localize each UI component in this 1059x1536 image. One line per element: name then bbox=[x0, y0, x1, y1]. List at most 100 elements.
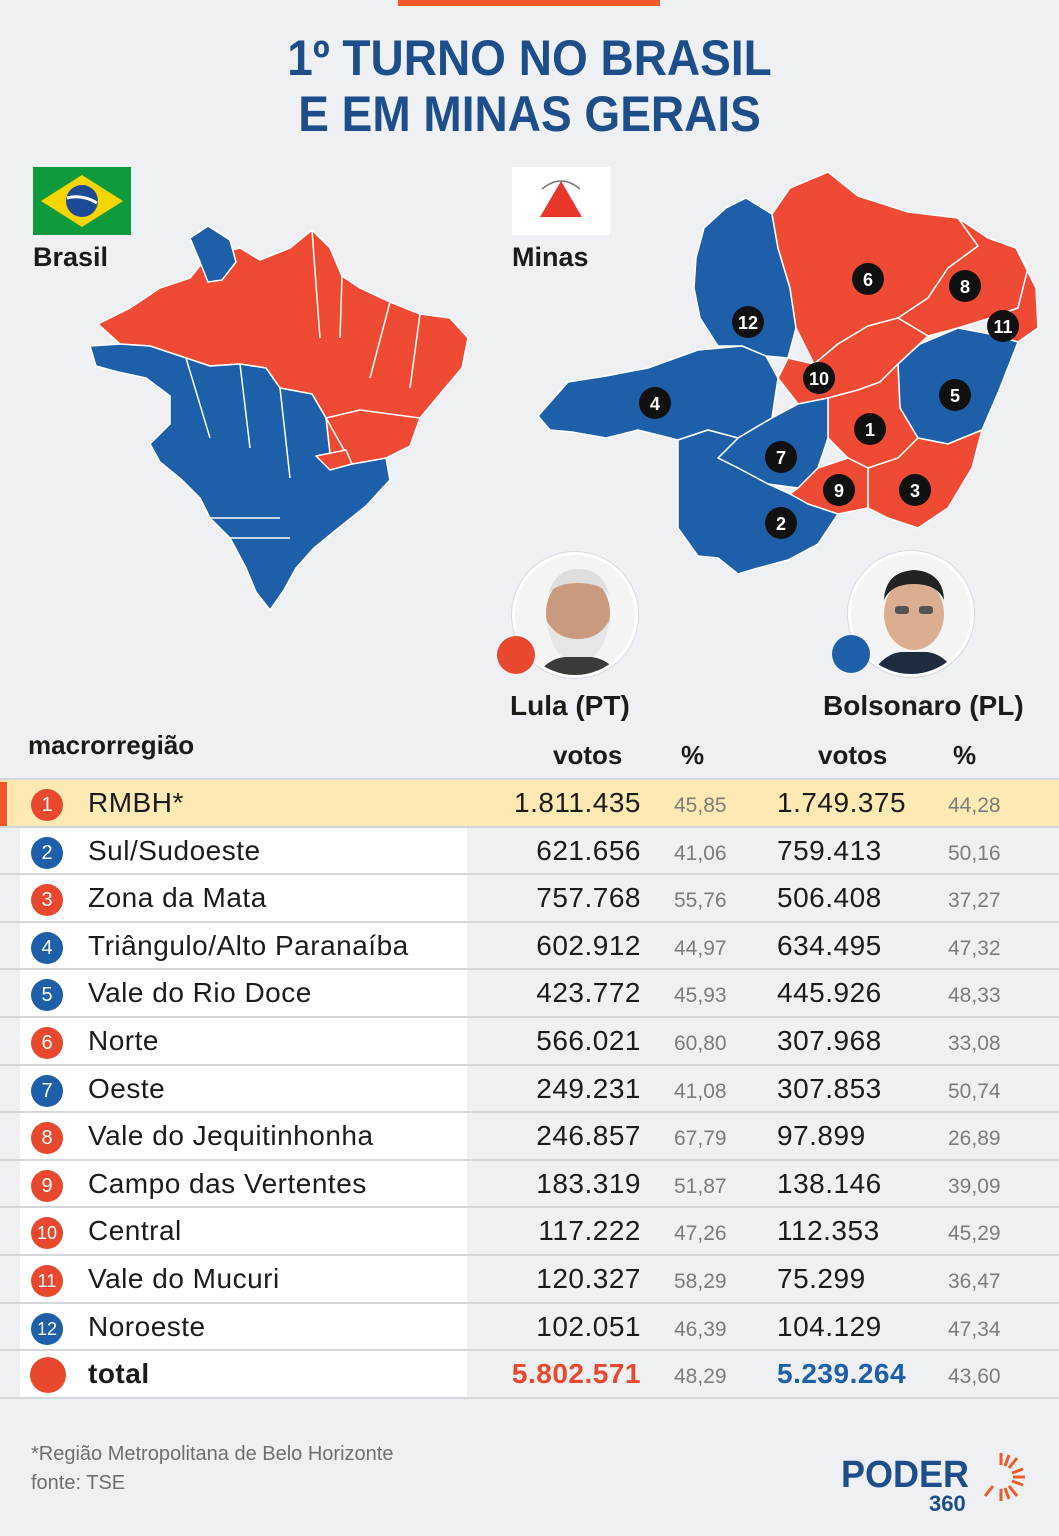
region-badge: 9 bbox=[31, 1169, 63, 1202]
lula-pct: 45,85 bbox=[674, 794, 727, 817]
minas-region-2 bbox=[677, 429, 839, 575]
lula-total-votes: 5.802.571 bbox=[511, 1358, 641, 1390]
minas-marker-12: 12 bbox=[732, 306, 764, 338]
bolsonaro-votes: 307.968 bbox=[777, 1024, 882, 1056]
bolsonaro-pct: 33,08 bbox=[948, 1031, 1001, 1055]
region-badge: 4 bbox=[31, 931, 63, 964]
region-name: Central bbox=[88, 1215, 182, 1247]
bolsonaro-total-votes: 5.239.264 bbox=[777, 1358, 907, 1390]
minas-marker-1: 1 bbox=[854, 413, 886, 445]
region-name: Sul/Sudoeste bbox=[88, 834, 261, 866]
svg-text:2: 2 bbox=[776, 514, 786, 534]
table-row: 9 Campo das Vertentes 183.319 51,87 138.… bbox=[0, 1160, 1059, 1209]
region-name: Norte bbox=[88, 1024, 159, 1056]
region-name: Campo das Vertentes bbox=[88, 1167, 367, 1199]
bolsonaro-total-pct: 43,60 bbox=[948, 1365, 1001, 1389]
table-row: 12 Noroeste 102.051 46,39 104.129 47,34 bbox=[0, 1303, 1059, 1352]
table-row: 5 Vale do Rio Doce 423.772 45,93 445.926… bbox=[0, 970, 1059, 1018]
source-text: fonte: TSE bbox=[31, 1472, 126, 1494]
svg-text:3: 3 bbox=[910, 481, 920, 501]
lula-color-dot bbox=[497, 636, 535, 674]
svg-text:360: 360 bbox=[929, 1491, 966, 1515]
minas-marker-2: 2 bbox=[765, 507, 797, 539]
table-row: 7 Oeste 249.231 41,08 307.853 50,74 bbox=[0, 1065, 1059, 1114]
region-name: Noroeste bbox=[88, 1310, 206, 1342]
minas-marker-11: 11 bbox=[987, 310, 1019, 342]
lula-pct: 45,93 bbox=[674, 984, 727, 1008]
brazil-state-roraima bbox=[189, 225, 237, 283]
region-name: Vale do Mucuri bbox=[88, 1262, 280, 1294]
total-badge bbox=[30, 1357, 66, 1394]
lula-votes: 602.912 bbox=[536, 929, 641, 961]
svg-text:10: 10 bbox=[809, 369, 829, 389]
brazil-flag-icon bbox=[33, 167, 131, 235]
bolsonaro-votes: 104.129 bbox=[777, 1310, 882, 1342]
bolsonaro-votes: 138.146 bbox=[777, 1167, 882, 1199]
bolsonaro-pct: 37,27 bbox=[948, 889, 1001, 913]
table-row: 2 Sul/Sudoeste 621.656 41,06 759.413 50,… bbox=[0, 827, 1059, 876]
lula-votes: 120.327 bbox=[536, 1262, 641, 1294]
bolsonaro-votes: 445.926 bbox=[777, 977, 882, 1009]
lula-pct: 47,26 bbox=[674, 1222, 727, 1246]
bolsonaro-pct: 44,28 bbox=[948, 794, 1001, 817]
lula-pct: 41,06 bbox=[674, 841, 727, 865]
region-badge: 7 bbox=[31, 1074, 63, 1107]
svg-text:11: 11 bbox=[993, 317, 1012, 337]
minas-marker-4: 4 bbox=[639, 387, 671, 419]
svg-text:8: 8 bbox=[960, 277, 970, 297]
bolsonaro-votes: 307.853 bbox=[777, 1072, 882, 1104]
lula-candidate-name: Lula (PT) bbox=[510, 690, 630, 721]
bolsonaro-color-dot bbox=[832, 635, 870, 673]
region-name: Oeste bbox=[88, 1072, 166, 1104]
table-row: 3 Zona da Mata 757.768 55,76 506.408 37,… bbox=[0, 875, 1059, 923]
header-region: macrorregião bbox=[28, 730, 195, 760]
bolsonaro-votes: 112.353 bbox=[777, 1215, 880, 1247]
region-badge: 8 bbox=[31, 1122, 63, 1155]
region-name: Triângulo/Alto Paranaíba bbox=[88, 929, 409, 961]
bolsonaro-pct: 50,16 bbox=[948, 841, 1001, 865]
svg-text:5: 5 bbox=[950, 386, 960, 406]
footnote-text: *Região Metropolitana de Belo Horizonte bbox=[31, 1443, 394, 1465]
lula-votes: 1.811.435 bbox=[514, 787, 641, 818]
region-badge: 1 bbox=[31, 789, 63, 821]
bolsonaro-pct: 45,29 bbox=[948, 1222, 1001, 1246]
brazil-region-center-south bbox=[90, 343, 391, 611]
minas-flag-icon bbox=[512, 167, 610, 235]
lula-votes: 757.768 bbox=[536, 882, 641, 914]
lula-avatar bbox=[512, 552, 638, 678]
table-row: 10 Central 117.222 47,26 112.353 45,29 bbox=[0, 1208, 1059, 1256]
lula-votes: 102.051 bbox=[536, 1310, 641, 1342]
table-row: 6 Norte 566.021 60,80 307.968 33,08 bbox=[0, 1017, 1059, 1066]
svg-text:9: 9 bbox=[834, 481, 844, 501]
brazil-state-minas bbox=[325, 409, 421, 465]
lula-pct: 67,79 bbox=[674, 1127, 727, 1151]
region-name: RMBH* bbox=[88, 787, 184, 818]
lula-pct: 55,76 bbox=[674, 889, 727, 913]
bolsonaro-votes: 1.749.375 bbox=[777, 787, 907, 818]
svg-text:12: 12 bbox=[738, 313, 758, 333]
bolsonaro-votes: 75.299 bbox=[777, 1262, 866, 1294]
minas-marker-8: 8 bbox=[949, 270, 981, 302]
lula-pct: 60,80 bbox=[674, 1031, 727, 1055]
bolsonaro-pct: 36,47 bbox=[948, 1269, 1001, 1293]
svg-text:6: 6 bbox=[863, 270, 873, 290]
svg-text:7: 7 bbox=[776, 448, 786, 468]
lula-pct: 41,08 bbox=[674, 1079, 727, 1103]
highlight-marker bbox=[0, 782, 7, 826]
lula-votes: 117.222 bbox=[538, 1215, 641, 1247]
table-row: 11 Vale do Mucuri 120.327 58,29 75.299 3… bbox=[0, 1255, 1059, 1304]
title-line-2: E EM MINAS GERAIS bbox=[298, 86, 761, 142]
header-bolsonaro-votes: votos bbox=[818, 740, 888, 770]
lula-votes: 246.857 bbox=[536, 1120, 641, 1152]
minas-marker-6: 6 bbox=[852, 263, 884, 295]
bolsonaro-pct: 50,74 bbox=[948, 1079, 1001, 1103]
table-row: 1 RMBH* 1.811.435 45,85 1.749.375 44,28 bbox=[0, 780, 1059, 828]
lula-votes: 566.021 bbox=[536, 1024, 641, 1056]
bolsonaro-pct: 26,89 bbox=[948, 1127, 1001, 1151]
region-name: Zona da Mata bbox=[88, 882, 267, 914]
top-accent-bar bbox=[398, 0, 660, 6]
poder360-logo: PODER 360 bbox=[841, 1449, 1041, 1520]
lula-pct: 58,29 bbox=[674, 1269, 727, 1293]
header-lula-pct: % bbox=[681, 740, 705, 770]
lula-votes: 621.656 bbox=[536, 834, 641, 866]
